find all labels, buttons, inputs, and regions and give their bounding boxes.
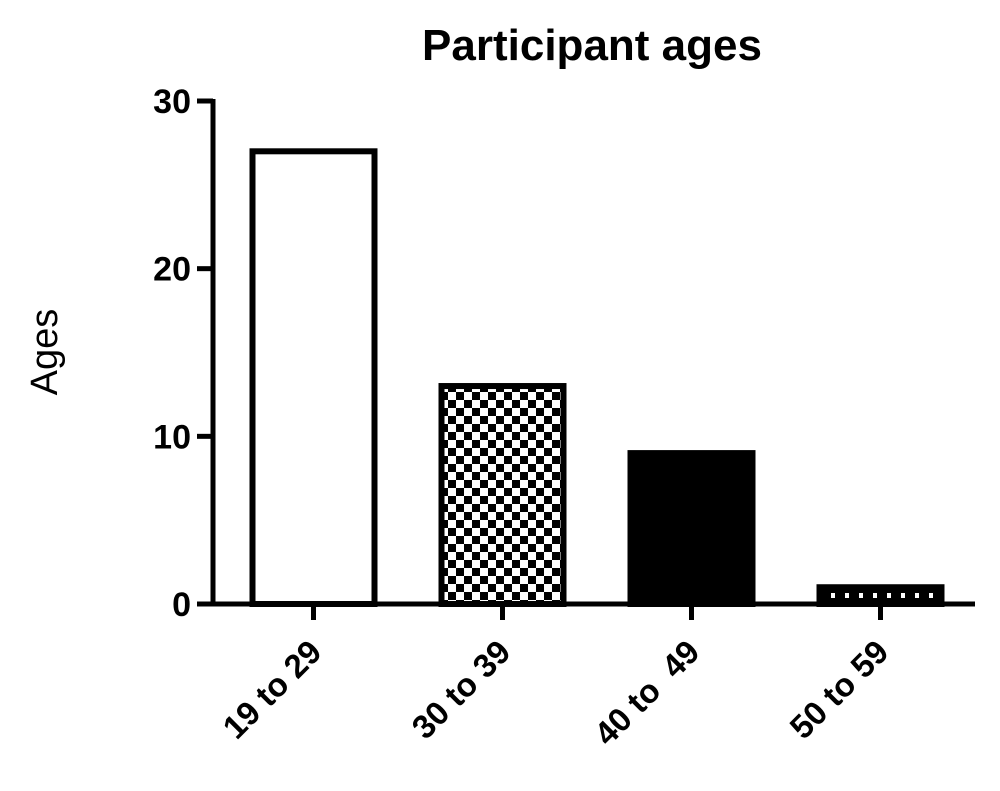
bar-1 (249, 148, 378, 608)
y-tick-label: 0 (172, 586, 191, 624)
x-tick-label: 50 to 59 (782, 633, 895, 746)
bar-4 (816, 584, 945, 608)
bar-3 (627, 450, 756, 607)
x-axis-ticks: 19 to 29 30 to 39 40 to 49 50 to 59 (215, 604, 895, 752)
y-tick-label: 30 (153, 83, 191, 121)
bar-2 (438, 383, 567, 607)
y-axis-ticks: 0 10 20 30 (153, 83, 213, 624)
x-tick-label: 19 to 29 (215, 633, 328, 746)
bars (249, 148, 945, 608)
y-tick-label: 10 (153, 418, 191, 456)
chart-title: Participant ages (422, 21, 762, 70)
x-tick-label: 30 to 39 (404, 633, 517, 746)
y-tick-label: 20 (153, 251, 191, 289)
y-axis-label: Ages (24, 309, 66, 396)
x-tick-label: 40 to 49 (587, 633, 707, 753)
